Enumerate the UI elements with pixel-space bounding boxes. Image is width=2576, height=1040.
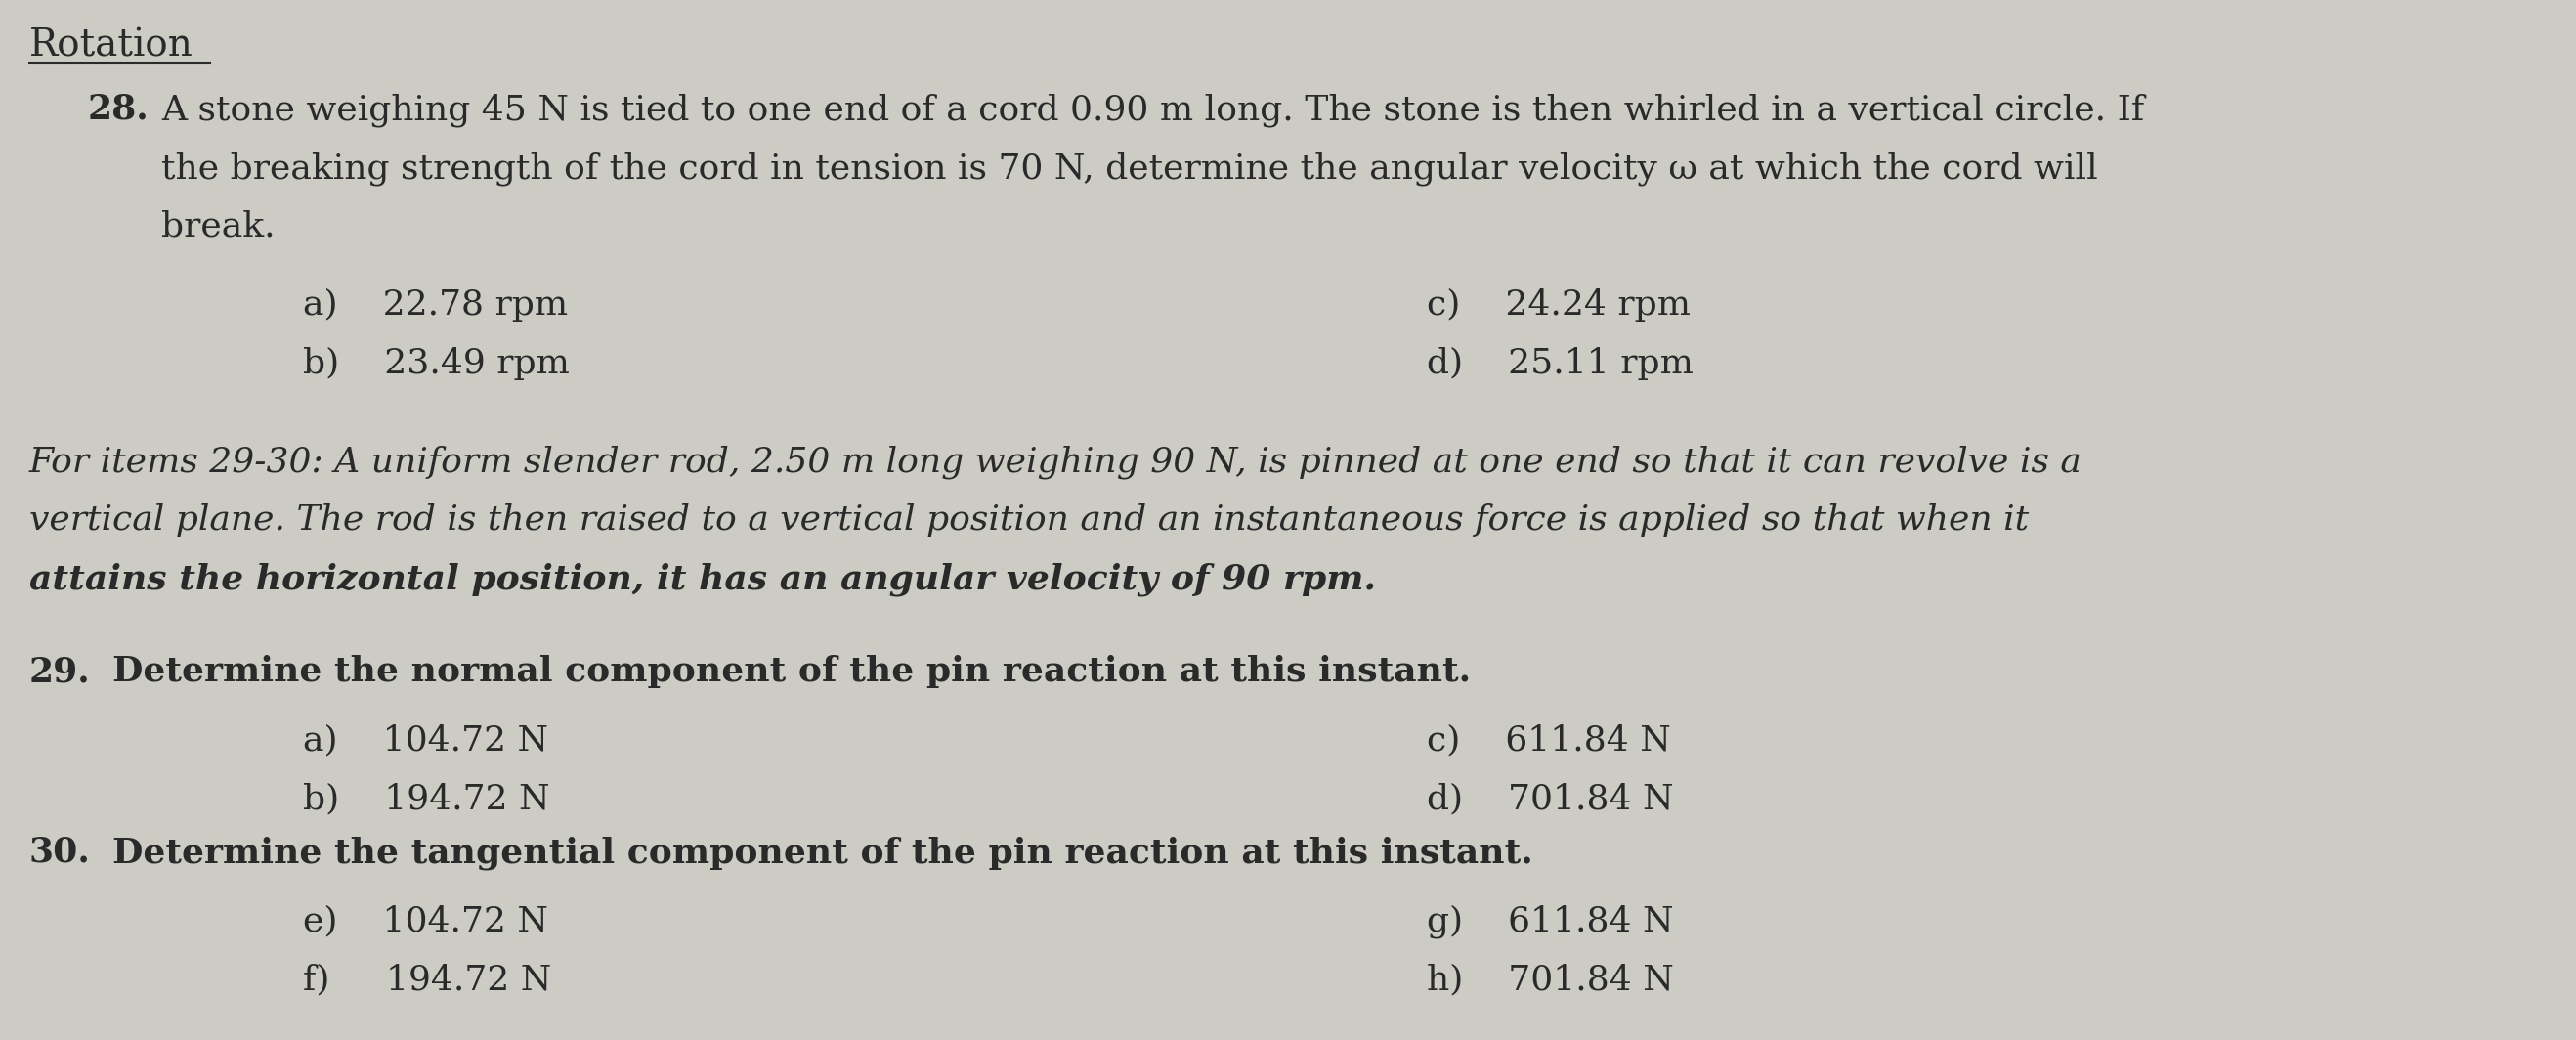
Text: attains the horizontal position, it has an angular velocity of 90 rpm.: attains the horizontal position, it has … bbox=[28, 562, 1376, 596]
Text: f)     194.72 N: f) 194.72 N bbox=[304, 963, 551, 996]
Text: d)    25.11 rpm: d) 25.11 rpm bbox=[1427, 347, 1692, 381]
Text: a)    104.72 N: a) 104.72 N bbox=[304, 723, 549, 756]
Text: 29.: 29. bbox=[28, 655, 90, 688]
Text: c)    24.24 rpm: c) 24.24 rpm bbox=[1427, 288, 1690, 321]
Text: a)    22.78 rpm: a) 22.78 rpm bbox=[304, 288, 567, 321]
Text: b)    23.49 rpm: b) 23.49 rpm bbox=[304, 347, 569, 381]
Text: vertical plane. The rod is then raised to a vertical position and an instantaneo: vertical plane. The rod is then raised t… bbox=[28, 503, 2030, 537]
Text: c)    611.84 N: c) 611.84 N bbox=[1427, 723, 1672, 756]
Text: Determine the tangential component of the pin reaction at this instant.: Determine the tangential component of th… bbox=[113, 836, 1533, 869]
Text: the breaking strength of the cord in tension is 70 N, determine the angular velo: the breaking strength of the cord in ten… bbox=[162, 152, 2097, 185]
Text: e)    104.72 N: e) 104.72 N bbox=[304, 904, 549, 937]
Text: For items 29-30: A uniform slender rod, 2.50 m long weighing 90 N, is pinned at : For items 29-30: A uniform slender rod, … bbox=[28, 445, 2081, 478]
Text: Rotation: Rotation bbox=[28, 27, 193, 63]
Text: 28.: 28. bbox=[88, 93, 149, 126]
Text: 30.: 30. bbox=[28, 836, 90, 869]
Text: Determine the normal component of the pin reaction at this instant.: Determine the normal component of the pi… bbox=[113, 655, 1471, 688]
Text: A stone weighing 45 N is tied to one end of a cord 0.90 m long. The stone is the: A stone weighing 45 N is tied to one end… bbox=[162, 93, 2143, 127]
Text: g)    611.84 N: g) 611.84 N bbox=[1427, 904, 1674, 938]
Text: break.: break. bbox=[162, 210, 276, 243]
Text: d)    701.84 N: d) 701.84 N bbox=[1427, 782, 1674, 815]
Text: h)    701.84 N: h) 701.84 N bbox=[1427, 963, 1674, 996]
Text: b)    194.72 N: b) 194.72 N bbox=[304, 782, 549, 815]
